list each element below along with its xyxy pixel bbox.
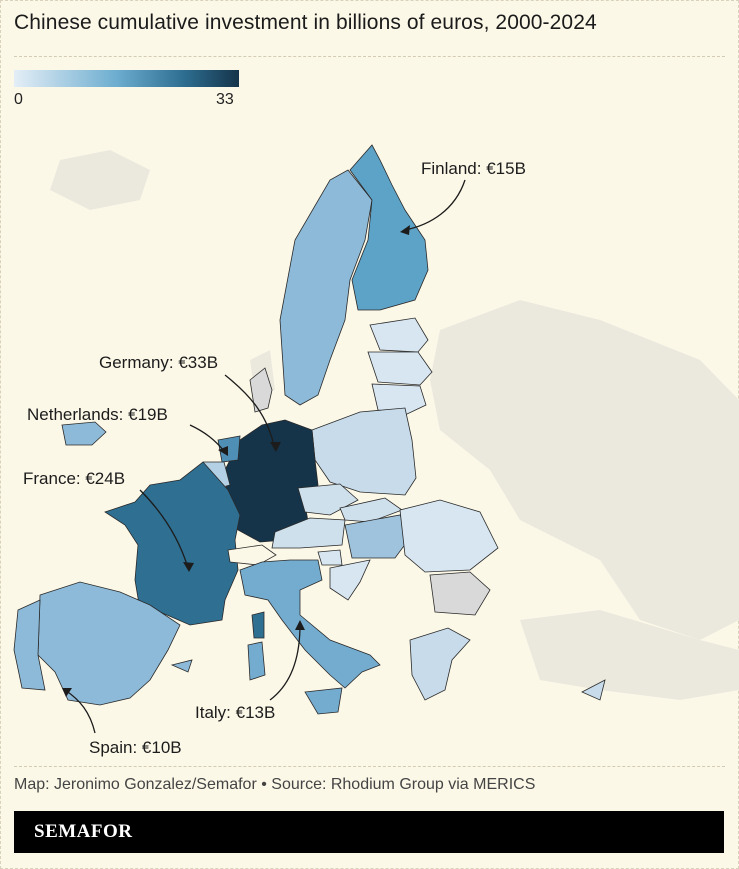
slovakia-region [339, 497, 403, 523]
finland-region [349, 144, 429, 311]
corsica-region [251, 611, 265, 639]
italy-arrowhead [295, 620, 305, 630]
baltic-region-3 [371, 383, 427, 416]
bulgaria-region [429, 571, 491, 616]
sweden-region [279, 169, 373, 406]
italy-region [239, 559, 381, 689]
france-leader-line [139, 489, 189, 569]
france-region [104, 461, 241, 626]
brand-bar: SEMAFOR [14, 811, 724, 853]
austria-region [271, 517, 346, 549]
slovenia-region [317, 549, 343, 566]
baltic-region-1 [369, 317, 429, 353]
balearic-region [170, 659, 193, 673]
spain-callout: Spain: €10B [89, 738, 182, 757]
sicily-region [304, 687, 343, 715]
legend-max-label: 33 [216, 91, 234, 108]
italy-leader-line [269, 624, 301, 701]
cyprus-region [581, 679, 606, 701]
semafor-logo: SEMAFOR [34, 821, 133, 842]
france-arrowhead [183, 562, 194, 572]
baltic-region-2 [367, 351, 433, 386]
title-divider [14, 56, 725, 57]
france-callout: France: €24B [23, 469, 125, 488]
hungary-region [344, 514, 413, 559]
legend-min-label: 0 [14, 91, 23, 108]
denmark-region [249, 367, 273, 413]
croatia-region [329, 559, 371, 601]
chart-title: Chinese cumulative investment in billion… [14, 11, 597, 34]
spain-region [37, 581, 181, 706]
romania-region [399, 499, 499, 573]
color-scale-legend [14, 70, 239, 87]
portugal-region [13, 599, 46, 691]
poland-region [311, 407, 417, 496]
italy-callout: Italy: €13B [195, 703, 275, 722]
footer-divider [14, 766, 725, 767]
switzerland-region [227, 544, 277, 566]
netherlands-arrowhead [218, 446, 228, 456]
finland-arrowhead [400, 225, 410, 235]
germany-arrowhead [270, 442, 281, 452]
netherlands-callout: Netherlands: €19B [27, 405, 168, 424]
sardinia-region [247, 641, 266, 681]
greece-region [409, 627, 471, 701]
finland-callout: Finland: €15B [421, 159, 526, 178]
callout-arrowheads [62, 225, 410, 697]
footer-credit: Map: Jeronimo Gonzalez/Semafor • Source:… [14, 776, 536, 793]
germany-callout: Germany: €33B [99, 353, 218, 372]
netherlands-region [217, 435, 241, 463]
finland-leader-line [404, 179, 466, 231]
spain-arrowhead [62, 688, 72, 697]
ireland-region [61, 421, 107, 446]
germany-leader-line [224, 374, 276, 451]
